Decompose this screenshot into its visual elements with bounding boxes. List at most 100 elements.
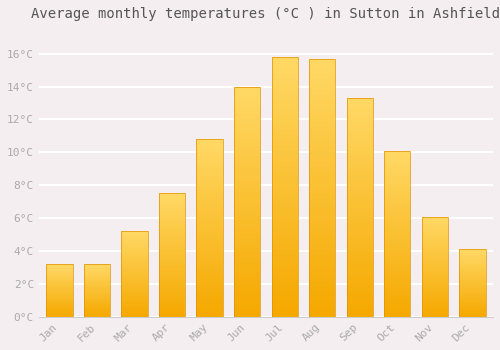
Bar xyxy=(460,286,485,287)
Bar xyxy=(309,110,336,116)
Bar xyxy=(422,243,448,245)
Bar xyxy=(122,296,148,298)
Bar xyxy=(84,297,110,298)
Bar xyxy=(384,154,410,158)
Bar xyxy=(346,220,373,225)
Bar xyxy=(309,260,336,265)
Bar xyxy=(122,303,148,305)
Bar xyxy=(46,275,72,276)
Bar xyxy=(422,279,448,281)
Bar xyxy=(346,107,373,111)
Bar xyxy=(122,313,148,315)
Bar xyxy=(46,314,72,315)
Bar xyxy=(196,285,223,288)
Bar xyxy=(84,294,110,295)
Bar xyxy=(234,225,260,229)
Bar xyxy=(460,302,485,303)
Bar xyxy=(84,283,110,284)
Bar xyxy=(46,306,72,307)
Bar xyxy=(272,265,298,270)
Bar xyxy=(84,309,110,310)
Bar xyxy=(196,257,223,260)
Bar xyxy=(46,272,72,273)
Bar xyxy=(84,290,110,292)
Bar xyxy=(84,288,110,289)
Bar xyxy=(309,198,336,203)
Bar xyxy=(346,251,373,256)
Bar xyxy=(346,186,373,190)
Bar xyxy=(159,270,185,272)
Bar xyxy=(346,286,373,290)
Bar xyxy=(159,292,185,295)
Bar xyxy=(46,271,72,272)
Bar xyxy=(46,265,72,266)
Bar xyxy=(159,297,185,300)
Bar xyxy=(122,271,148,272)
Bar xyxy=(309,203,336,208)
Bar xyxy=(234,91,260,96)
Bar xyxy=(272,145,298,150)
Bar xyxy=(234,169,260,174)
Bar xyxy=(46,268,72,270)
Bar xyxy=(159,282,185,285)
Bar xyxy=(122,262,148,264)
Bar xyxy=(460,291,485,293)
Bar xyxy=(460,261,485,263)
Bar xyxy=(122,237,148,238)
Bar xyxy=(422,257,448,259)
Bar xyxy=(46,299,72,300)
Bar xyxy=(234,239,260,243)
Bar xyxy=(309,312,336,317)
Bar xyxy=(234,234,260,239)
Bar xyxy=(422,281,448,283)
Bar xyxy=(346,229,373,234)
Bar xyxy=(196,199,223,203)
Bar xyxy=(384,204,410,207)
Bar xyxy=(272,156,298,161)
Bar xyxy=(159,231,185,233)
Bar xyxy=(422,311,448,313)
Bar xyxy=(234,289,260,294)
Bar xyxy=(346,190,373,194)
Bar xyxy=(272,125,298,130)
Bar xyxy=(234,193,260,197)
Bar xyxy=(234,86,260,317)
Bar xyxy=(46,284,72,285)
Bar xyxy=(159,275,185,277)
Bar xyxy=(159,300,185,302)
Bar xyxy=(309,229,336,234)
Bar xyxy=(159,245,185,248)
Bar xyxy=(272,286,298,291)
Bar xyxy=(272,182,298,187)
Bar xyxy=(422,303,448,305)
Bar xyxy=(46,285,72,286)
Bar xyxy=(159,287,185,290)
Bar xyxy=(272,150,298,156)
Bar xyxy=(122,301,148,303)
Bar xyxy=(196,249,223,253)
Bar xyxy=(346,164,373,168)
Bar xyxy=(422,307,448,309)
Bar xyxy=(234,100,260,105)
Bar xyxy=(460,274,485,275)
Bar xyxy=(46,277,72,278)
Bar xyxy=(384,167,410,171)
Bar xyxy=(309,307,336,312)
Bar xyxy=(159,243,185,245)
Bar xyxy=(46,300,72,301)
Bar xyxy=(234,86,260,91)
Bar xyxy=(309,301,336,307)
Bar xyxy=(196,246,223,249)
Bar xyxy=(84,295,110,296)
Bar xyxy=(384,303,410,307)
Bar xyxy=(346,299,373,304)
Bar xyxy=(422,218,448,220)
Bar xyxy=(272,280,298,286)
Bar xyxy=(159,203,185,206)
Bar xyxy=(460,278,485,279)
Bar xyxy=(84,264,110,265)
Bar xyxy=(234,271,260,275)
Bar xyxy=(422,251,448,253)
Bar xyxy=(309,126,336,131)
Bar xyxy=(122,295,148,296)
